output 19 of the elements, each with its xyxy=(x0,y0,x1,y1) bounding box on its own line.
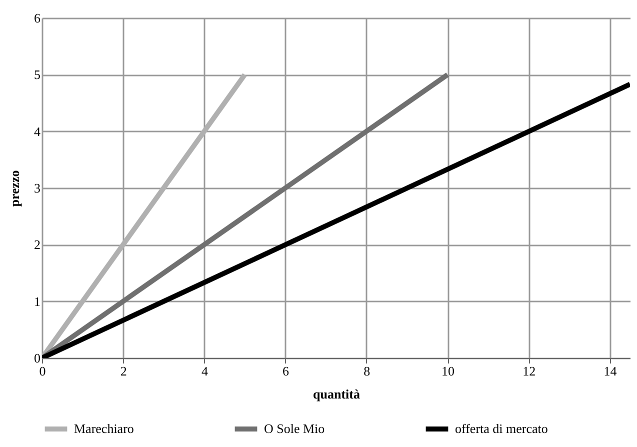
y-tick-label: 1 xyxy=(34,294,40,309)
x-tick-label: 8 xyxy=(364,364,370,378)
legend-label: Marechiaro xyxy=(74,421,134,436)
y-tick-label: 6 xyxy=(34,10,41,26)
y-tick-label: 0 xyxy=(34,350,40,366)
x-tick-label: 2 xyxy=(120,364,127,378)
legend-label: offerta di mercato xyxy=(455,421,548,436)
y-tick-label: 3 xyxy=(34,180,40,196)
x-tick-label: 14 xyxy=(604,364,618,378)
y-tick-label: 4 xyxy=(34,124,41,139)
x-axis-title: quantità xyxy=(313,386,360,402)
x-tick-label: 12 xyxy=(522,364,536,378)
x-tick-label: 10 xyxy=(442,364,455,378)
x-tick-label: 6 xyxy=(282,364,290,378)
y-tick-label: 2 xyxy=(34,237,40,252)
y-axis-title: prezzo xyxy=(7,170,22,207)
legend-label: O Sole Mio xyxy=(264,421,325,436)
y-tick-label: 5 xyxy=(34,67,40,82)
x-tick-label: 4 xyxy=(201,364,208,378)
